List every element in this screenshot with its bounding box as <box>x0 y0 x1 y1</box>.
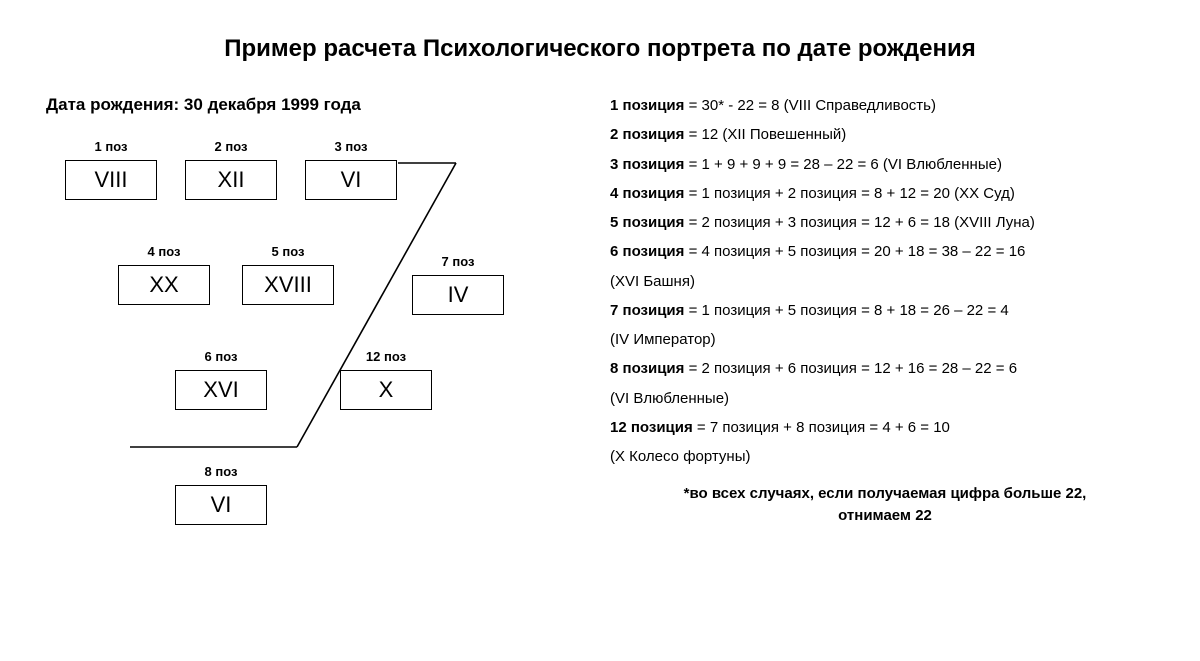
pos-label-pos2: 2 поз <box>185 139 277 154</box>
explain-row-1: 2 позиция = 12 (XII Повешенный) <box>610 120 1160 149</box>
explain-row-9: 8 позиция = 2 позиция + 6 позиция = 12 +… <box>610 354 1160 383</box>
explain-row-11: 12 позиция = 7 позиция + 8 позиция = 4 +… <box>610 413 1160 442</box>
explain-row-2-bold: 3 позиция <box>610 156 684 173</box>
explain-row-12: (X Колесо фортуны) <box>610 442 1160 471</box>
position-pos1: 1 поз VIII <box>65 139 157 200</box>
pos-label-pos5: 5 поз <box>242 244 334 259</box>
explain-row-3-rest: = 1 позиция + 2 позиция = 8 + 12 = 20 (X… <box>684 185 1014 202</box>
pos-box-pos12: X <box>340 370 432 410</box>
explain-row-8: (IV Император) <box>610 325 1160 354</box>
explain-row-1-bold: 2 позиция <box>610 126 684 143</box>
pos-box-pos4: XX <box>118 265 210 305</box>
explain-row-6-rest: (XVI Башня) <box>610 273 695 290</box>
explain-row-12-rest: (X Колесо фортуны) <box>610 448 751 465</box>
explain-row-8-rest: (IV Император) <box>610 331 716 348</box>
pos-box-pos6: XVI <box>175 370 267 410</box>
pos-box-pos7: IV <box>412 275 504 315</box>
explain-row-5: 6 позиция = 4 позиция + 5 позиция = 20 +… <box>610 237 1160 266</box>
diagram: 1 позVIII2 позXII3 позVI4 позXX5 позXVII… <box>50 139 550 569</box>
position-pos5: 5 поз XVIII <box>242 244 334 305</box>
explain-row-4-bold: 5 позиция <box>610 214 684 231</box>
content: Дата рождения: 30 декабря 1999 года 1 по… <box>0 73 1200 569</box>
explain-row-0: 1 позиция = 30* - 22 = 8 (VIII Справедли… <box>610 91 1160 120</box>
pos-box-pos1: VIII <box>65 160 157 200</box>
explain-row-2: 3 позиция = 1 + 9 + 9 + 9 = 28 – 22 = 6 … <box>610 150 1160 179</box>
explain-row-7: 7 позиция = 1 позиция + 5 позиция = 8 + … <box>610 296 1160 325</box>
pos-label-pos4: 4 поз <box>118 244 210 259</box>
pos-label-pos3: 3 поз <box>305 139 397 154</box>
pos-label-pos7: 7 поз <box>412 254 504 269</box>
explain-row-1-rest: = 12 (XII Повешенный) <box>684 126 846 143</box>
diagram-lines <box>50 139 550 569</box>
position-pos8: 8 поз VI <box>175 464 267 525</box>
explain-row-7-rest: = 1 позиция + 5 позиция = 8 + 18 = 26 – … <box>684 302 1008 319</box>
footnote-line2: отнимаем 22 <box>838 507 932 524</box>
position-pos2: 2 поз XII <box>185 139 277 200</box>
right-panel: 1 позиция = 30* - 22 = 8 (VIII Справедли… <box>570 91 1160 569</box>
explain-row-10-rest: (VI Влюбленные) <box>610 390 729 407</box>
explain-row-0-rest: = 30* - 22 = 8 (VIII Справедливость) <box>684 97 936 114</box>
explain-row-11-rest: = 7 позиция + 8 позиция = 4 + 6 = 10 <box>693 419 950 436</box>
position-pos7: 7 поз IV <box>412 254 504 315</box>
left-panel: Дата рождения: 30 декабря 1999 года 1 по… <box>40 91 570 569</box>
pos-label-pos12: 12 поз <box>340 349 432 364</box>
position-pos6: 6 поз XVI <box>175 349 267 410</box>
explain-row-6: (XVI Башня) <box>610 267 1160 296</box>
explain-row-4-rest: = 2 позиция + 3 позиция = 12 + 6 = 18 (X… <box>684 214 1034 231</box>
explain-row-0-bold: 1 позиция <box>610 97 684 114</box>
pos-box-pos2: XII <box>185 160 277 200</box>
pos-label-pos6: 6 поз <box>175 349 267 364</box>
footnote-line1: *во всех случаях, если получаемая цифра … <box>684 485 1087 502</box>
pos-box-pos5: XVIII <box>242 265 334 305</box>
explain-row-7-bold: 7 позиция <box>610 302 684 319</box>
position-pos3: 3 поз VI <box>305 139 397 200</box>
position-pos4: 4 поз XX <box>118 244 210 305</box>
explain-row-5-rest: = 4 позиция + 5 позиция = 20 + 18 = 38 –… <box>684 243 1025 260</box>
explain-row-5-bold: 6 позиция <box>610 243 684 260</box>
pos-box-pos3: VI <box>305 160 397 200</box>
pos-box-pos8: VI <box>175 485 267 525</box>
pos-label-pos8: 8 поз <box>175 464 267 479</box>
explain-row-2-rest: = 1 + 9 + 9 + 9 = 28 – 22 = 6 (VI Влюбле… <box>684 156 1002 173</box>
explain-row-9-rest: = 2 позиция + 6 позиция = 12 + 16 = 28 –… <box>684 360 1017 377</box>
explain-row-9-bold: 8 позиция <box>610 360 684 377</box>
page-title: Пример расчета Психологического портрета… <box>0 0 1200 73</box>
explanation-list: 1 позиция = 30* - 22 = 8 (VIII Справедли… <box>610 91 1160 471</box>
explain-row-3-bold: 4 позиция <box>610 185 684 202</box>
pos-label-pos1: 1 поз <box>65 139 157 154</box>
explain-row-3: 4 позиция = 1 позиция + 2 позиция = 8 + … <box>610 179 1160 208</box>
birthdate-label: Дата рождения: 30 декабря 1999 года <box>46 95 570 115</box>
footnote: *во всех случаях, если получаемая цифра … <box>610 483 1160 527</box>
explain-row-4: 5 позиция = 2 позиция + 3 позиция = 12 +… <box>610 208 1160 237</box>
explain-row-10: (VI Влюбленные) <box>610 384 1160 413</box>
explain-row-11-bold: 12 позиция <box>610 419 693 436</box>
position-pos12: 12 поз X <box>340 349 432 410</box>
